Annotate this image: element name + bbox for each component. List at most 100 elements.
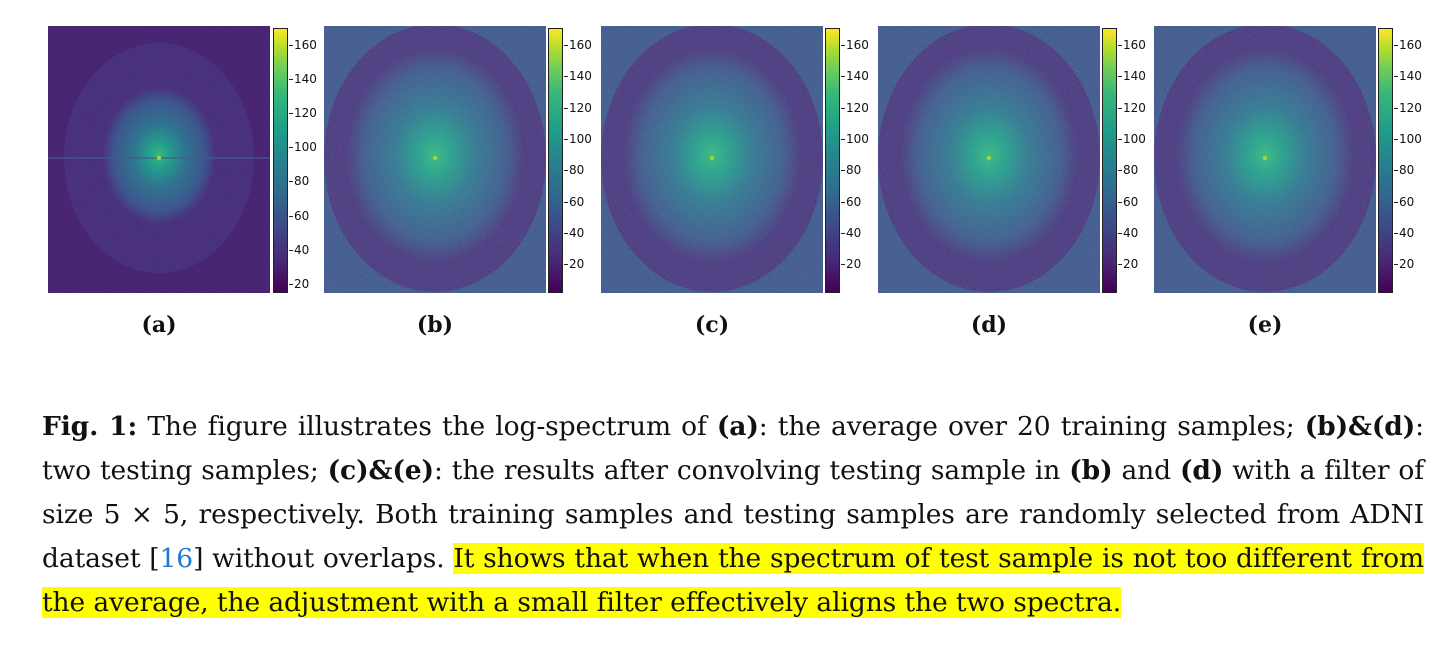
colorbar-tick: [289, 250, 293, 251]
spectrum-center-peak: [709, 155, 715, 161]
colorbar-tick: [1394, 108, 1398, 109]
log-spectrum-image: [48, 26, 270, 293]
colorbar: 160 140 120 100 80 60 40 20: [548, 28, 592, 293]
colorbar-tick-label: 60: [1123, 195, 1139, 209]
colorbar-tick-label: 160: [569, 38, 592, 52]
log-spectrum-image: [601, 26, 823, 293]
colorbar-tick: [841, 264, 845, 265]
colorbar-tick: [1394, 170, 1398, 171]
colorbar-tick: [1394, 45, 1398, 46]
colorbar-tick-label: 80: [569, 163, 585, 177]
colorbar-tick: [1118, 233, 1122, 234]
colorbar: 160 140 120 100 80 60 40 20: [1378, 28, 1422, 293]
colorbar-tick: [564, 202, 568, 203]
colorbar-tick-label: 140: [1123, 69, 1146, 83]
colorbar-tick-label: 120: [569, 101, 592, 115]
log-spectrum-image: [324, 26, 546, 293]
colorbar-tick: [1394, 202, 1398, 203]
caption-ref-d: (d): [1179, 454, 1224, 486]
caption-ref-b: (b): [1069, 454, 1113, 486]
colorbar-tick: [1394, 264, 1398, 265]
colorbar-tick: [289, 113, 293, 114]
colorbar-tick: [1118, 108, 1122, 109]
colorbar-tick-label: 80: [846, 163, 862, 177]
spectrum-center-peak: [986, 155, 992, 161]
colorbar-tick-label: 120: [1399, 101, 1422, 115]
colorbar-tick-label: 20: [294, 277, 310, 291]
colorbar-tick: [564, 108, 568, 109]
colorbar-tick-label: 40: [294, 243, 310, 257]
colorbar-tick: [289, 147, 293, 148]
colorbar-tick: [564, 170, 568, 171]
subfigure-label: (d): [970, 312, 1008, 338]
colorbar-tick: [841, 170, 845, 171]
colorbar-tick-label: 20: [569, 257, 585, 271]
subfigure-label: (a): [141, 312, 177, 338]
colorbar-tick: [564, 139, 568, 140]
colorbar-tick-label: 20: [846, 257, 862, 271]
colorbar-tick-label: 40: [569, 226, 585, 240]
colorbar-tick: [841, 202, 845, 203]
caption-text-1: The figure illustrates the log-spectrum …: [137, 410, 717, 442]
colorbar-tick: [289, 181, 293, 182]
colorbar-tick-label: 40: [1123, 226, 1139, 240]
caption-text-4: : the results after convolving testing s…: [433, 454, 1070, 486]
figure-label: Fig. 1:: [42, 410, 138, 442]
colorbar-tick-label: 160: [846, 38, 869, 52]
log-spectrum-image: [878, 26, 1100, 293]
colorbar-tick-label: 140: [846, 69, 869, 83]
colorbar: 160 140 120 100 80 60 40 20: [1102, 28, 1146, 293]
caption-text-7: ] without overlaps.: [193, 542, 454, 574]
colorbar-tick: [289, 284, 293, 285]
spectrum-center-peak: [1262, 155, 1268, 161]
colorbar-tick-label: 140: [1399, 69, 1422, 83]
colorbar: 160 140 120 100 80 60 40 20: [825, 28, 869, 293]
colorbar-tick-label: 100: [294, 140, 317, 154]
colorbar-tick-label: 20: [1399, 257, 1415, 271]
colorbar-tick-label: 100: [846, 132, 869, 146]
spectrum-center-peak: [432, 155, 438, 161]
colorbar-tick-label: 60: [294, 209, 310, 223]
colorbar-tick-label: 80: [1123, 163, 1139, 177]
colorbar-tick: [1394, 139, 1398, 140]
caption-ref-bd: (b)&(d): [1304, 410, 1416, 442]
subfigure-label: (c): [694, 312, 730, 338]
colorbar-tick: [289, 45, 293, 46]
colorbar-tick-label: 120: [1123, 101, 1146, 115]
colorbar-tick: [841, 76, 845, 77]
colorbar-tick-label: 140: [569, 69, 592, 83]
colorbar-tick: [1118, 202, 1122, 203]
colorbar-tick-label: 60: [846, 195, 862, 209]
colorbar-tick: [1118, 45, 1122, 46]
colorbar-tick-label: 80: [294, 174, 310, 188]
colorbar-tick-label: 140: [294, 72, 317, 86]
colorbar-tick: [841, 139, 845, 140]
citation-link[interactable]: 16: [159, 542, 194, 574]
colorbar-tick-label: 100: [1399, 132, 1422, 146]
colorbar-tick: [1394, 233, 1398, 234]
colorbar-tick: [841, 233, 845, 234]
spectrum-center-peak: [156, 155, 162, 161]
colorbar-tick: [1118, 170, 1122, 171]
colorbar-tick-label: 100: [1123, 132, 1146, 146]
colorbar-tick-label: 160: [1123, 38, 1146, 52]
caption-text-3: : two testing samples;: [42, 410, 1424, 486]
caption-text-5: and: [1112, 454, 1180, 486]
colorbar-tick: [564, 264, 568, 265]
colorbar-tick: [1118, 264, 1122, 265]
colorbar: 160 140 120 100 80 60 40 20: [273, 28, 317, 293]
caption-text-6: with a filter of size 5 × 5, respectivel…: [42, 454, 1424, 574]
figure-caption: Fig. 1: The figure illustrates the log-s…: [42, 405, 1424, 625]
colorbar-tick: [564, 233, 568, 234]
colorbar-tick: [1118, 76, 1122, 77]
colorbar-tick: [289, 216, 293, 217]
colorbar-tick: [289, 79, 293, 80]
colorbar-tick: [564, 76, 568, 77]
colorbar-tick: [564, 45, 568, 46]
colorbar-tick-label: 160: [1399, 38, 1422, 52]
colorbar-tick-label: 60: [1399, 195, 1415, 209]
colorbar-tick-label: 40: [1399, 226, 1415, 240]
colorbar-tick: [1394, 76, 1398, 77]
log-spectrum-image: [1154, 26, 1376, 293]
caption-ref-ce: (c)&(e): [327, 454, 434, 486]
